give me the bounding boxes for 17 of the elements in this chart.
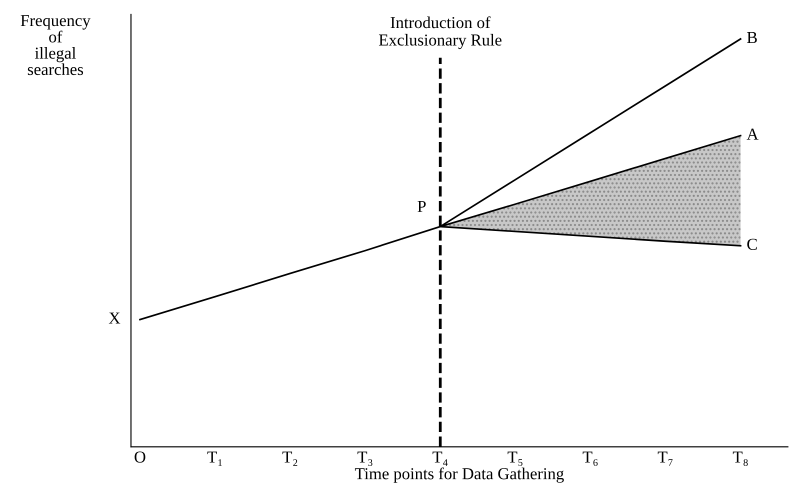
series-label: C xyxy=(747,238,757,250)
x-tick-label: T₄ xyxy=(432,452,448,466)
x-axis-title: Time points for Data Gathering xyxy=(354,467,564,483)
annotation: P xyxy=(418,200,426,212)
x-tick-label: T₁ xyxy=(207,452,222,466)
x-tick-label: T₆ xyxy=(582,452,598,466)
y-axis-title: Frequency of illegal searches xyxy=(20,15,91,76)
annotation: X xyxy=(108,312,120,324)
series-label: B xyxy=(747,32,757,44)
x-tick-label: O xyxy=(134,451,146,463)
x-tick-label: T₈ xyxy=(732,452,748,466)
x-tick-label: T₃ xyxy=(358,452,372,466)
x-tick-label: T₂ xyxy=(282,452,298,466)
series-label: A xyxy=(746,128,758,140)
x-tick-label: T₇ xyxy=(658,452,673,466)
x-tick-label: T₅ xyxy=(508,452,522,466)
ref-line-label: Introduction of Exclusionary Rule xyxy=(378,16,502,50)
